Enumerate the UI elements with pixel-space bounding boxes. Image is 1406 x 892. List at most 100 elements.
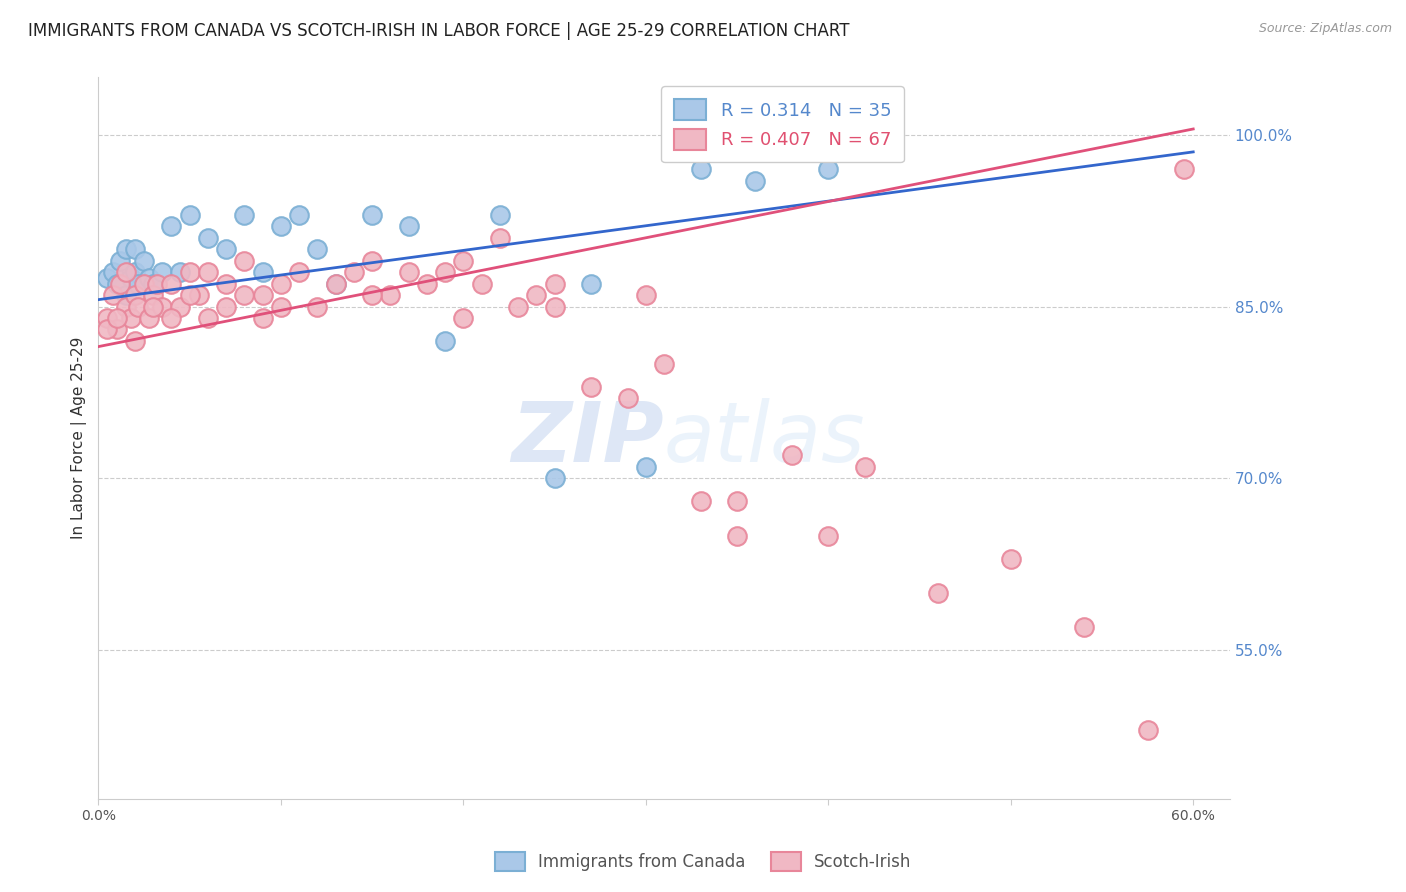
Point (179, 208, 201, 222)
Point (105, 322, 128, 336)
Legend: R = 0.314   N = 35, R = 0.407   N = 67: R = 0.314 N = 35, R = 0.407 N = 67 (661, 87, 904, 162)
Legend: Immigrants from Canada, Scotch-Irish: Immigrants from Canada, Scotch-Irish (486, 843, 920, 880)
Point (288, 208, 311, 222)
Point (853, 459, 876, 474)
Point (817, 528, 839, 542)
Point (471, 277, 494, 291)
Point (270, 300, 292, 314)
Point (579, 277, 602, 291)
Point (160, 310, 183, 325)
Point (689, 494, 711, 508)
Point (270, 219, 292, 234)
Point (150, 265, 173, 279)
Point (142, 288, 165, 302)
Point (132, 277, 155, 291)
Point (488, 231, 510, 245)
Point (744, 173, 766, 187)
Point (150, 300, 173, 314)
Text: Source: ZipAtlas.com: Source: ZipAtlas.com (1258, 22, 1392, 36)
Point (361, 288, 384, 302)
Point (252, 288, 274, 302)
Point (142, 300, 165, 314)
Point (1173, 162, 1195, 177)
Point (101, 288, 124, 302)
Point (252, 265, 274, 279)
Y-axis label: In Labor Force | Age 25-29: In Labor Force | Age 25-29 (72, 337, 87, 540)
Point (215, 242, 238, 256)
Point (124, 242, 146, 256)
Point (325, 277, 347, 291)
Point (343, 265, 366, 279)
Point (179, 265, 201, 279)
Point (96, 271, 118, 285)
Point (543, 277, 565, 291)
Point (1136, 723, 1159, 738)
Point (652, 357, 675, 371)
Point (270, 277, 292, 291)
Point (398, 219, 420, 234)
Point (1000, 551, 1022, 566)
Point (1073, 620, 1095, 634)
Point (543, 300, 565, 314)
Point (197, 265, 219, 279)
Point (124, 334, 146, 348)
Point (307, 242, 329, 256)
Point (616, 391, 638, 405)
Point (114, 242, 136, 256)
Point (179, 288, 201, 302)
Point (96, 322, 118, 336)
Point (96, 310, 118, 325)
Point (128, 300, 150, 314)
Text: IMMIGRANTS FROM CANADA VS SCOTCH-IRISH IN LABOR FORCE | AGE 25-29 CORRELATION CH: IMMIGRANTS FROM CANADA VS SCOTCH-IRISH I… (28, 22, 849, 40)
Point (579, 380, 602, 394)
Point (434, 334, 457, 348)
Point (288, 265, 311, 279)
Point (488, 208, 510, 222)
Point (689, 162, 711, 177)
Point (169, 265, 191, 279)
Point (543, 471, 565, 485)
Point (120, 271, 142, 285)
Point (325, 277, 347, 291)
Point (233, 288, 256, 302)
Point (506, 300, 529, 314)
Point (138, 310, 160, 325)
Point (124, 288, 146, 302)
Point (105, 277, 128, 291)
Point (252, 310, 274, 325)
Point (233, 208, 256, 222)
Point (160, 277, 183, 291)
Point (524, 288, 547, 302)
Point (110, 277, 132, 291)
Point (634, 288, 657, 302)
Point (101, 265, 124, 279)
Point (233, 253, 256, 268)
Point (927, 586, 949, 600)
Point (160, 219, 183, 234)
Point (169, 300, 191, 314)
Point (725, 494, 748, 508)
Point (307, 300, 329, 314)
Text: atlas: atlas (664, 398, 866, 479)
Point (453, 253, 475, 268)
Point (187, 288, 209, 302)
Point (120, 310, 142, 325)
Point (634, 459, 657, 474)
Point (361, 208, 384, 222)
Point (434, 265, 457, 279)
Point (380, 288, 402, 302)
Point (114, 265, 136, 279)
Point (145, 277, 167, 291)
Point (142, 277, 165, 291)
Point (197, 231, 219, 245)
Point (817, 162, 839, 177)
Point (132, 253, 155, 268)
Point (105, 310, 128, 325)
Point (453, 310, 475, 325)
Point (197, 310, 219, 325)
Point (416, 277, 439, 291)
Point (725, 528, 748, 542)
Point (138, 271, 160, 285)
Point (128, 277, 150, 291)
Point (398, 265, 420, 279)
